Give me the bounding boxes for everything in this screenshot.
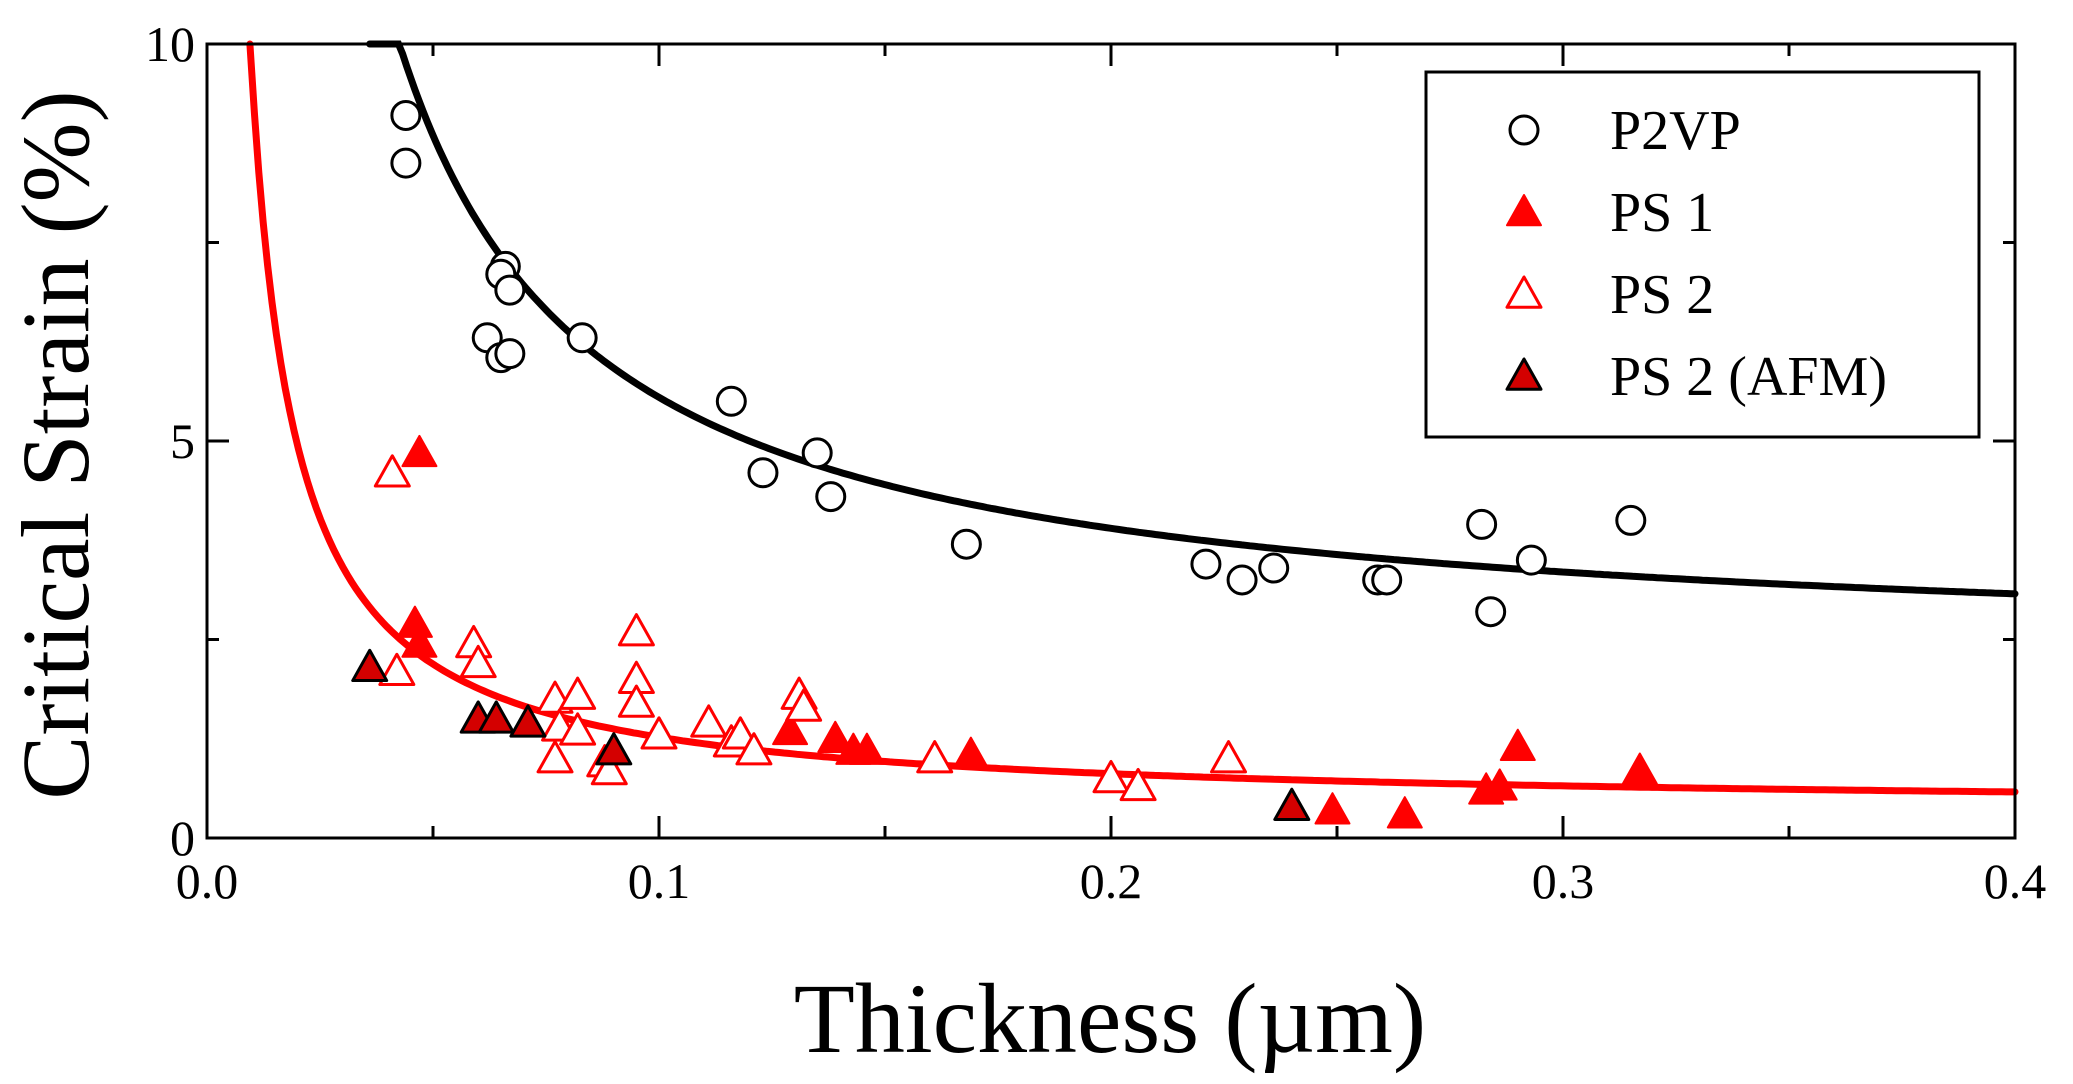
legend-entry-0: P2VP (1508, 100, 1741, 162)
data-point-2-13 (617, 684, 655, 718)
series-1 (396, 434, 1658, 829)
data-point-3-2 (477, 700, 515, 734)
data-point-0-0 (390, 99, 422, 131)
data-point-1-2 (401, 625, 438, 658)
data-point-2-18 (735, 732, 773, 766)
data-point-0-15 (1226, 564, 1258, 596)
x-tick-label-0: 0.0 (176, 853, 239, 909)
data-point-2-1 (378, 652, 416, 687)
y-tick-label-2: 10 (145, 16, 195, 72)
data-point-1-9 (1386, 796, 1423, 829)
data-point-0-14 (1190, 548, 1222, 580)
data-point-0-16 (1258, 552, 1290, 584)
legend-marker-2 (1505, 275, 1543, 309)
data-point-2-7 (559, 712, 597, 746)
x-tick-label-3: 0.3 (1532, 853, 1595, 909)
y-tick-label-1: 5 (170, 413, 195, 469)
data-point-1-12 (1499, 728, 1536, 761)
data-point-0-13 (950, 528, 982, 560)
data-point-0-10 (747, 457, 779, 489)
legend-entry-1: PS 1 (1506, 182, 1714, 244)
data-point-0-1 (390, 147, 422, 179)
data-point-3-4 (595, 732, 633, 766)
data-point-0-7 (494, 338, 526, 370)
data-point-1-3 (772, 712, 809, 746)
axis-ticks: 0.0 0.1 0.2 0.3 0.4 0 5 10 (145, 16, 2046, 909)
legend: P2VP PS 1 PS 2 PS 2 (AFM) (1424, 70, 1981, 439)
x-axis-title: Thickness (µm) (794, 963, 1426, 1074)
data-point-1-4 (817, 720, 854, 754)
data-point-0-4 (494, 274, 526, 306)
x-tick-label-2: 0.2 (1080, 853, 1143, 909)
legend-label-1: PS 1 (1610, 182, 1714, 244)
data-point-2-22 (1092, 759, 1130, 794)
legend-marker-0 (1508, 114, 1540, 146)
data-point-2-21 (916, 740, 954, 774)
data-point-0-12 (815, 481, 847, 513)
data-point-0-22 (1615, 504, 1647, 536)
legend-marker-1 (1506, 194, 1542, 227)
data-point-3-3 (509, 704, 547, 738)
data-point-0-21 (1515, 544, 1547, 576)
data-point-0-20 (1475, 596, 1507, 628)
data-point-3-5 (1273, 787, 1311, 821)
data-point-2-0 (373, 454, 411, 488)
legend-entry-2: PS 2 (1505, 264, 1714, 326)
legend-label-0: P2VP (1610, 100, 1741, 162)
data-point-2-6 (559, 676, 597, 710)
data-points (351, 99, 1658, 829)
data-point-3-0 (351, 648, 389, 683)
series-3 (351, 648, 1311, 821)
fit-curve-0 (366, 40, 2019, 598)
data-point-2-11 (617, 613, 655, 647)
x-tick-label-1: 0.1 (628, 853, 691, 909)
data-point-1-7 (952, 736, 989, 769)
data-point-1-0 (401, 434, 438, 468)
data-point-2-23 (1119, 767, 1157, 802)
data-point-0-18 (1371, 564, 1403, 596)
data-point-1-1 (396, 605, 433, 638)
data-point-2-3 (459, 644, 497, 679)
series-2 (373, 454, 1248, 802)
data-point-1-11 (1481, 768, 1518, 801)
data-point-2-24 (1210, 740, 1248, 774)
data-point-2-10 (590, 752, 628, 786)
x-tick-label-4: 0.4 (1984, 853, 2047, 909)
data-point-1-6 (848, 732, 885, 765)
data-point-0-9 (715, 385, 747, 417)
data-point-2-20 (785, 688, 823, 722)
series-0 (390, 99, 1647, 628)
y-axis-title: Critical Strain (%) (2, 90, 109, 799)
data-point-2-15 (690, 704, 728, 738)
y-tick-label-0: 0 (170, 810, 195, 866)
data-point-2-8 (536, 740, 574, 774)
legend-marker-3 (1505, 357, 1543, 391)
legend-label-3: PS 2 (AFM) (1610, 346, 1887, 408)
legend-label-2: PS 2 (1610, 264, 1714, 326)
data-point-1-13 (1621, 752, 1658, 785)
data-point-0-8 (566, 322, 598, 354)
data-point-1-8 (1314, 792, 1351, 825)
legend-entry-3: PS 2 (AFM) (1505, 346, 1887, 408)
data-point-2-14 (640, 716, 678, 750)
data-point-0-11 (801, 437, 833, 469)
data-point-0-19 (1466, 508, 1498, 540)
